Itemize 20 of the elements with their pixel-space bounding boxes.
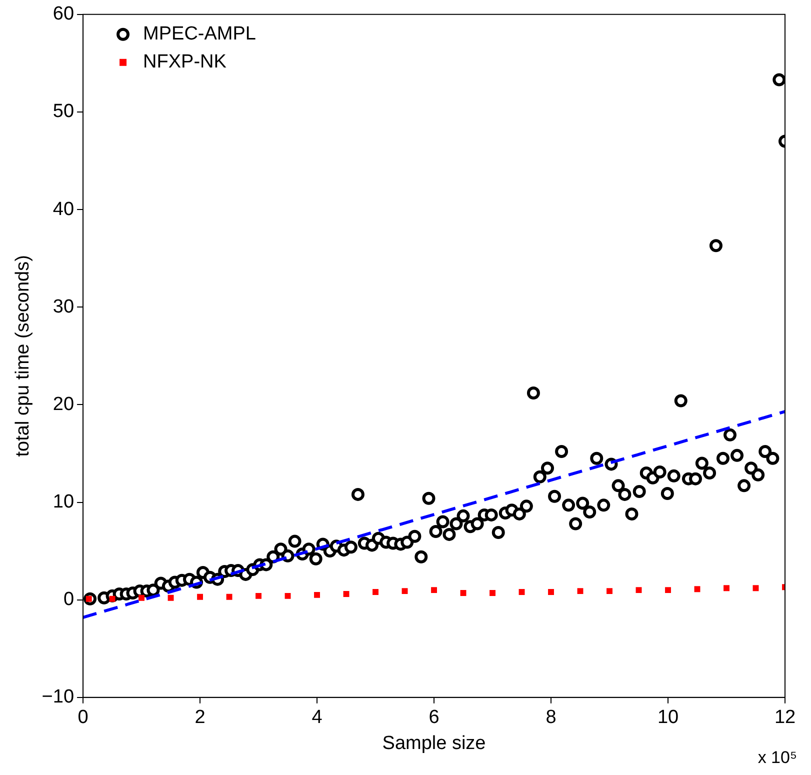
- y-tick-label: −10: [42, 686, 74, 708]
- x-tick-label: 6: [428, 707, 440, 728]
- legend-label: NFXP-NK: [143, 52, 227, 73]
- legend-label: MPEC-AMPL: [143, 24, 256, 45]
- y-tick-label: 20: [52, 394, 74, 415]
- text: x 10⁵: [758, 748, 797, 768]
- x-axis-title: Sample size: [382, 732, 486, 754]
- y-tick-label: 10: [52, 491, 74, 512]
- x-tick-label: 2: [194, 707, 206, 728]
- y-tick-label: 30: [52, 296, 74, 318]
- x-tick-label: 12: [774, 707, 796, 728]
- x-tick-label: 0: [78, 707, 88, 728]
- x-tick-label: 10: [657, 707, 679, 728]
- y-tick-label: 0: [63, 589, 74, 610]
- y-tick-label: 60: [52, 4, 74, 25]
- x-tick-label: 4: [312, 707, 323, 728]
- y-tick-label: 50: [52, 101, 74, 122]
- y-axis-title: total cpu time (seconds): [12, 255, 34, 457]
- x-tick-label: 8: [546, 707, 556, 728]
- y-tick-label: 40: [52, 198, 74, 220]
